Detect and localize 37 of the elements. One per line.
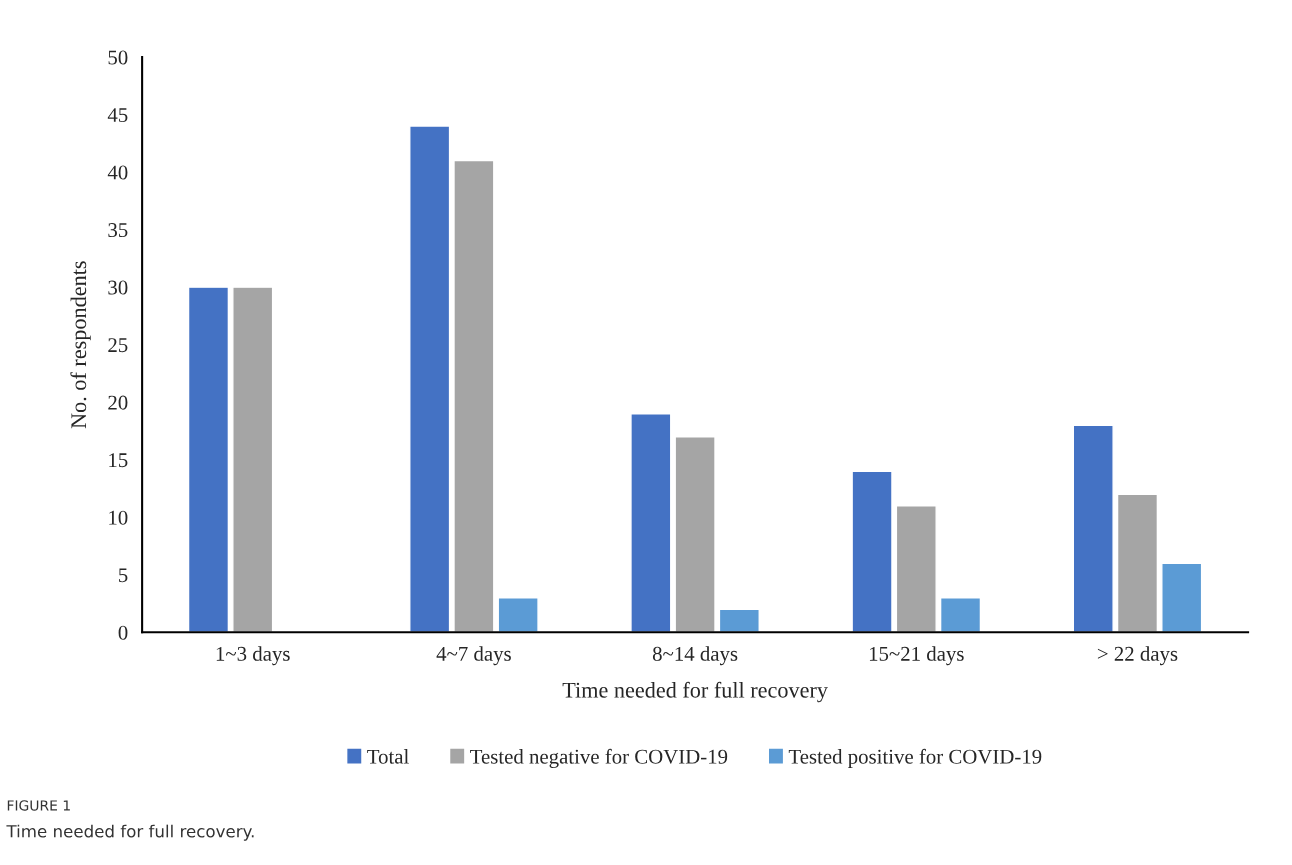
bar — [1116, 493, 1159, 633]
y-tick-label: 10 — [109, 510, 128, 525]
legend-label: Tested positive for COVID-19 — [788, 748, 1042, 768]
text: Time needed for full recovery. — [6, 824, 254, 841]
x-tick-label: 15~21 days — [869, 646, 964, 666]
x-tick-label: > 22 days — [1097, 646, 1178, 666]
bar — [453, 159, 495, 633]
bar — [1072, 424, 1114, 633]
bar — [718, 608, 760, 633]
y-tick-label: 5 — [119, 568, 128, 583]
y-tick-label: 20 — [108, 395, 128, 410]
bar — [939, 597, 982, 633]
y-tick-label: 25 — [108, 338, 128, 353]
y-tick-label: 45 — [107, 108, 128, 123]
x-tick-label: 8~14 days — [652, 646, 738, 666]
y-tick-label: 40 — [107, 165, 128, 180]
y-tick-label: 15 — [109, 453, 128, 468]
bar — [232, 286, 274, 633]
legend-label: Tested negative for COVID-19 — [470, 748, 728, 769]
bar — [1161, 562, 1203, 633]
bar — [630, 413, 672, 633]
y-tick-label: 50 — [108, 50, 128, 65]
y-tick-label: 30 — [108, 280, 128, 295]
y-tick-label: 0 — [118, 625, 128, 640]
y-tick-label: 35 — [108, 223, 128, 238]
x-tick-label: 1~3 days — [216, 646, 290, 666]
x-tick-label: 4~7 days — [436, 646, 511, 666]
x-axis-title: Time needed for full recovery — [562, 681, 828, 703]
bar — [851, 470, 893, 633]
legend-label: Total — [367, 749, 409, 764]
bar — [497, 597, 539, 633]
y-axis-title: No. of respondents — [70, 261, 91, 429]
bar — [409, 125, 451, 633]
bar — [674, 436, 716, 633]
bar — [895, 505, 937, 633]
bar — [187, 286, 230, 633]
caption: FIGURE 1 — [7, 800, 70, 811]
